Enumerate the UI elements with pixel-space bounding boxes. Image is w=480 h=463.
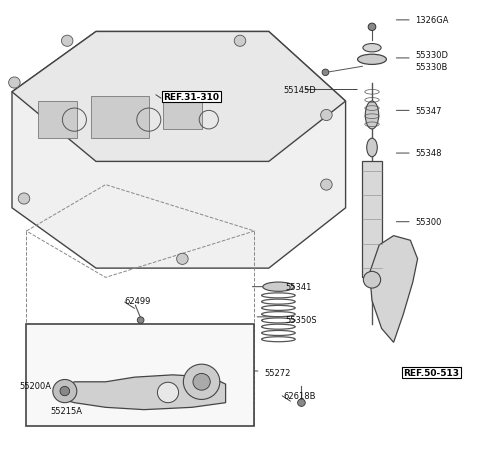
Circle shape xyxy=(137,317,144,324)
Circle shape xyxy=(322,70,329,76)
Text: 62618B: 62618B xyxy=(283,391,316,400)
Circle shape xyxy=(9,78,20,89)
Text: 1326GA: 1326GA xyxy=(415,16,449,25)
Text: 55145D: 55145D xyxy=(283,86,316,95)
Text: 55300: 55300 xyxy=(415,218,442,227)
Polygon shape xyxy=(370,236,418,343)
Ellipse shape xyxy=(263,282,294,292)
Text: 55272: 55272 xyxy=(264,368,290,377)
Circle shape xyxy=(193,374,210,390)
Circle shape xyxy=(177,254,188,265)
Circle shape xyxy=(321,180,332,191)
Circle shape xyxy=(183,364,220,400)
Text: 55200A: 55200A xyxy=(19,381,51,390)
Text: REF.50-513: REF.50-513 xyxy=(403,368,459,377)
Circle shape xyxy=(363,272,381,288)
Circle shape xyxy=(368,24,376,31)
Circle shape xyxy=(53,380,77,403)
Text: 62499: 62499 xyxy=(125,296,151,306)
Bar xyxy=(26,324,254,426)
Circle shape xyxy=(18,194,30,205)
Polygon shape xyxy=(58,375,226,410)
Text: 55215A: 55215A xyxy=(50,406,83,415)
Polygon shape xyxy=(12,32,346,269)
Ellipse shape xyxy=(365,102,379,130)
Text: 55330D: 55330D xyxy=(415,51,448,60)
Bar xyxy=(362,162,382,278)
Bar xyxy=(163,97,202,130)
Text: REF.31-310: REF.31-310 xyxy=(163,93,219,102)
Text: 55350S: 55350S xyxy=(286,315,317,324)
Circle shape xyxy=(298,399,305,407)
Polygon shape xyxy=(12,32,346,162)
Text: 55341: 55341 xyxy=(286,282,312,292)
Bar xyxy=(38,102,77,139)
Text: 55348: 55348 xyxy=(415,148,442,157)
Text: 55330B: 55330B xyxy=(415,63,447,72)
Ellipse shape xyxy=(358,55,386,65)
Circle shape xyxy=(61,36,73,47)
Circle shape xyxy=(321,110,332,121)
Circle shape xyxy=(60,387,70,396)
Bar xyxy=(91,97,149,139)
Circle shape xyxy=(234,36,246,47)
Ellipse shape xyxy=(367,139,377,157)
Text: 55347: 55347 xyxy=(415,106,442,116)
Circle shape xyxy=(157,382,179,403)
Ellipse shape xyxy=(363,44,381,53)
